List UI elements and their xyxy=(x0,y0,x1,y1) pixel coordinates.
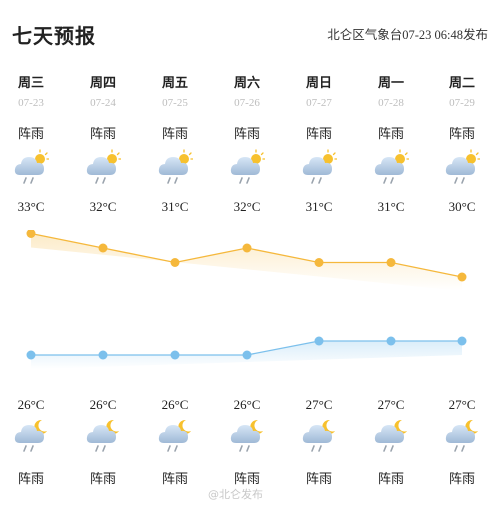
high-temp-area xyxy=(31,233,462,291)
forecast-date: 07-23 xyxy=(18,97,44,109)
high-temp: 33°C xyxy=(17,199,45,214)
forecast-date: 07-28 xyxy=(378,97,404,109)
watermark: @北仑发布 xyxy=(208,488,263,501)
forecast-date: 07-29 xyxy=(449,97,475,109)
night-weather: 阵雨 xyxy=(17,472,44,487)
night-weather: 阵雨 xyxy=(448,472,475,487)
forecast-date: 07-24 xyxy=(90,97,116,109)
day-of-week: 周三 xyxy=(17,76,44,91)
low-temp-point xyxy=(457,336,467,346)
sun-cloud-rain-icon xyxy=(85,148,122,186)
forecast-date: 07-26 xyxy=(234,97,260,109)
sun-cloud-rain-icon xyxy=(373,148,410,186)
moon-cloud-rain-icon xyxy=(85,416,121,454)
moon-cloud-rain-icon xyxy=(444,416,480,454)
issued-suffix: 发布 xyxy=(462,27,488,42)
night-weather: 阵雨 xyxy=(305,472,332,487)
day-of-week: 周一 xyxy=(377,76,404,91)
low-temp: 26°C xyxy=(89,397,117,412)
sun-cloud-rain-icon xyxy=(444,148,481,186)
low-temp: 27°C xyxy=(448,397,476,412)
night-weather: 阵雨 xyxy=(233,472,260,487)
low-temp-point xyxy=(386,336,396,346)
day-weather: 阵雨 xyxy=(17,127,44,142)
low-temp-point xyxy=(98,350,108,360)
night-weather: 阵雨 xyxy=(377,472,404,487)
moon-cloud-rain-icon xyxy=(13,416,49,454)
moon-cloud-rain-icon xyxy=(157,416,193,454)
page-title: 七天预报 xyxy=(12,24,96,48)
high-temp-point xyxy=(26,230,36,238)
day-weather: 阵雨 xyxy=(161,127,188,142)
low-temp-point xyxy=(170,350,180,360)
day-weather: 阵雨 xyxy=(89,127,116,142)
forecast-date: 07-25 xyxy=(162,97,188,109)
low-temp: 26°C xyxy=(161,397,189,412)
low-temp: 26°C xyxy=(17,397,45,412)
moon-cloud-rain-icon xyxy=(373,416,409,454)
high-temp-point xyxy=(314,258,324,267)
sun-cloud-rain-icon xyxy=(157,148,194,186)
low-temp-point xyxy=(314,336,324,346)
low-temp: 26°C xyxy=(233,397,261,412)
moon-cloud-rain-icon xyxy=(301,416,337,454)
sun-cloud-rain-icon xyxy=(13,148,50,186)
high-temp-point xyxy=(98,243,108,253)
high-temp: 32°C xyxy=(233,199,261,214)
night-weather: 阵雨 xyxy=(161,472,188,487)
publish-info: 北仑区气象台07-23 06:48发布 xyxy=(327,24,488,43)
day-of-week: 周日 xyxy=(305,76,332,91)
forecast-date: 07-27 xyxy=(306,97,332,109)
sun-cloud-rain-icon xyxy=(301,148,338,186)
low-temp-point xyxy=(26,350,36,360)
moon-cloud-rain-icon xyxy=(229,416,265,454)
high-temp-point xyxy=(242,243,252,253)
temperature-chart xyxy=(26,230,467,369)
high-temp: 31°C xyxy=(161,199,189,214)
day-weather: 阵雨 xyxy=(305,127,332,142)
low-temp: 27°C xyxy=(377,397,405,412)
night-weather: 阵雨 xyxy=(89,472,116,487)
low-temp-point xyxy=(242,350,252,360)
day-weather: 阵雨 xyxy=(377,127,404,142)
high-temp: 31°C xyxy=(305,199,333,214)
day-of-week: 周五 xyxy=(161,76,188,91)
day-weather: 阵雨 xyxy=(448,127,475,142)
high-temp-point xyxy=(386,258,396,267)
high-temp-point xyxy=(457,272,467,282)
day-of-week: 周四 xyxy=(89,76,116,91)
day-of-week: 周六 xyxy=(233,76,260,91)
high-temp: 31°C xyxy=(377,199,405,214)
publisher: 北仑区气象台 xyxy=(327,27,403,42)
day-of-week: 周二 xyxy=(448,76,475,91)
day-weather: 阵雨 xyxy=(233,127,260,142)
sun-cloud-rain-icon xyxy=(229,148,266,186)
low-temp: 27°C xyxy=(305,397,333,412)
issued-time: 07-23 06:48 xyxy=(402,28,463,42)
high-temp: 30°C xyxy=(448,199,476,214)
high-temp-point xyxy=(170,258,180,267)
high-temp: 32°C xyxy=(89,199,117,214)
